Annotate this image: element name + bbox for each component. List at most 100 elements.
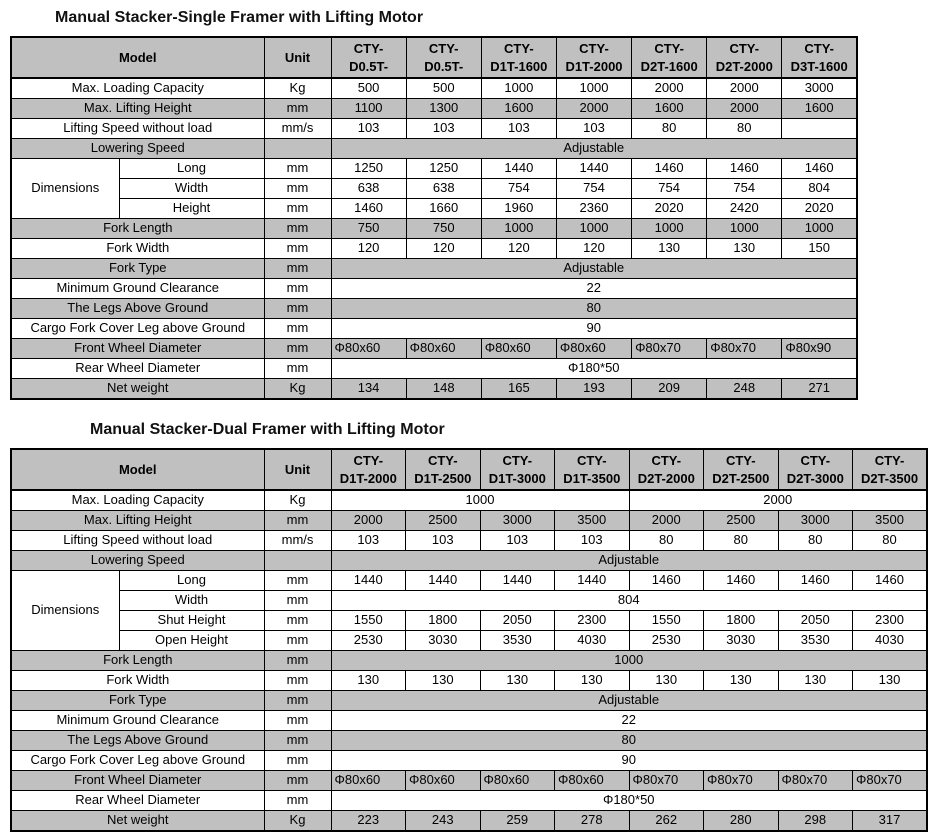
value-cell: Adjustable [330, 550, 928, 571]
value-cell: 103 [554, 530, 630, 551]
row-label: Net weight [10, 810, 265, 832]
model-name-line1: CTY- [502, 452, 533, 468]
model-name-line1: CTY- [579, 40, 609, 56]
value-cell: 804 [781, 178, 858, 199]
value-cell: 1000 [631, 218, 708, 239]
table-row: Front Wheel Diameter mm Φ80x60 Φ80x60 Φ80x60… [10, 338, 858, 359]
row-label: Net weight [10, 378, 265, 400]
model-name-line2: D1T-1600 [490, 58, 548, 74]
model-name-line1: CTY- [654, 40, 684, 56]
value-cell: 80 [852, 530, 928, 551]
dimension-group-label: Dimensions [10, 158, 120, 219]
unit-cell: mm [263, 238, 332, 259]
value-cell: 130 [405, 670, 481, 691]
table-row: Fork Width mm 130 130 130 130 130 130 130 130 [10, 670, 928, 691]
model-name-line2: D1T-3500 [563, 470, 621, 486]
value-cell: 80 [330, 730, 928, 751]
row-label: Max. Lifting Height [10, 510, 265, 531]
value-cell: 1440 [554, 570, 630, 591]
model-name-line2: D2T-2500 [712, 470, 770, 486]
value-cell: 103 [555, 118, 633, 139]
value-cell: 103 [330, 530, 406, 551]
unit-cell: mm [263, 630, 332, 651]
value-cell: 130 [706, 238, 783, 259]
model-name-line1: CTY- [353, 452, 384, 468]
row-label: Lowering Speed [10, 550, 265, 571]
value-cell: Adjustable [330, 690, 928, 711]
value-cell: 1300 [405, 98, 482, 119]
value-cell: Φ80x60 [479, 770, 555, 791]
value-cell: 134 [330, 378, 407, 400]
table-row: Max. Lifting Height mm 1100 1300 1600 2000 160… [10, 98, 858, 119]
dual-framer-spec-table: Model Unit CTY- D1T-2000 CTY- D1T-2500 CTY- D1T… [10, 448, 928, 832]
value-cell: 90 [330, 318, 858, 339]
model-name-line1: CTY- [729, 40, 760, 56]
model-column-header: CTY- D0.5T- [405, 36, 482, 79]
value-cell: Φ80x90 [781, 338, 858, 359]
value-cell: 2000 [628, 510, 704, 531]
value-cell: 1550 [628, 610, 704, 631]
unit-cell: mm [263, 610, 332, 631]
value-cell: 750 [330, 218, 407, 239]
value-cell: 22 [330, 710, 928, 731]
row-label: Lifting Speed without load [10, 118, 265, 139]
row-label: Rear Wheel Diameter [10, 790, 265, 811]
row-label: Fork Type [10, 258, 265, 279]
value-cell: Φ80x70 [628, 770, 704, 791]
value-cell: 223 [330, 810, 406, 832]
model-name-line2: D1T-3000 [488, 470, 546, 486]
value-cell: 80 [777, 530, 853, 551]
header-row: Model Unit CTY- D1T-2000 CTY- D1T-2500 CTY- D1T… [10, 448, 928, 491]
table-row: Fork Length mm 750 750 1000 1000 1000 1000 1000 [10, 218, 858, 239]
value-cell: 130 [631, 238, 708, 259]
dimension-sub-label: Open Height [118, 630, 265, 651]
dimension-sub-label: Width [118, 590, 265, 611]
value-cell: 1000 [480, 77, 557, 99]
value-cell: 120 [555, 238, 633, 259]
value-cell: 2500 [703, 510, 779, 531]
value-cell: 754 [480, 178, 557, 199]
unit-cell: mm [263, 570, 332, 591]
table-row: Max. Lifting Height mm 2000 2500 3000 3500 200… [10, 510, 928, 531]
row-label: Lowering Speed [10, 138, 265, 159]
table-row: Net weight Kg 223 243 259 278 262 280 298 317 [10, 810, 928, 832]
unit-cell: mm/s [263, 118, 332, 139]
value-cell: 1000 [706, 218, 783, 239]
model-column-header: CTY- D2T-2000 [628, 448, 704, 491]
value-cell: 22 [330, 278, 858, 299]
value-cell: Φ80x60 [554, 770, 630, 791]
model-name-line2: D2T-3500 [860, 470, 919, 486]
model-column-header: CTY- D1T-1600 [480, 36, 557, 79]
value-cell: Φ80x60 [405, 770, 481, 791]
unit-cell: mm [263, 590, 332, 611]
value-cell: 1440 [555, 158, 633, 179]
model-name-line2: D1T-2000 [565, 58, 623, 74]
model-column-header: CTY- D1T-3500 [554, 448, 630, 491]
value-cell: 2530 [330, 630, 406, 651]
value-cell: 1800 [405, 610, 481, 631]
row-label: Fork Width [10, 670, 265, 691]
value-cell: 90 [330, 750, 928, 771]
value-cell: 103 [405, 530, 481, 551]
value-cell: 103 [479, 530, 555, 551]
table-row: Rear Wheel Diameter mm Φ180*50 [10, 790, 928, 811]
value-cell: 1000 [480, 218, 557, 239]
model-name-line2: D2T-3000 [786, 470, 844, 486]
model-name-line2: D0.5T- [424, 58, 464, 74]
value-cell: 1800 [703, 610, 779, 631]
unit-cell: mm [263, 510, 332, 531]
value-cell: 2300 [852, 610, 928, 631]
value-cell: 193 [555, 378, 633, 400]
row-label: Front Wheel Diameter [10, 338, 265, 359]
value-cell: 638 [330, 178, 407, 199]
value-cell: 150 [781, 238, 858, 259]
table-row: Fork Type mm Adjustable [10, 690, 928, 711]
value-cell: 754 [631, 178, 708, 199]
header-row: Model Unit CTY- D0.5T- CTY- D0.5T- CTY- D1T-160… [10, 36, 858, 79]
table-row: Dimensions Long mm 1440 1440 1440 1440 1460 1460… [10, 570, 928, 651]
dimension-sub-label: Shut Height [118, 610, 265, 631]
value-cell: 1960 [480, 198, 557, 219]
unit-cell: mm [263, 730, 332, 751]
value-cell: 2500 [405, 510, 481, 531]
model-name-line1: CTY- [804, 40, 834, 56]
